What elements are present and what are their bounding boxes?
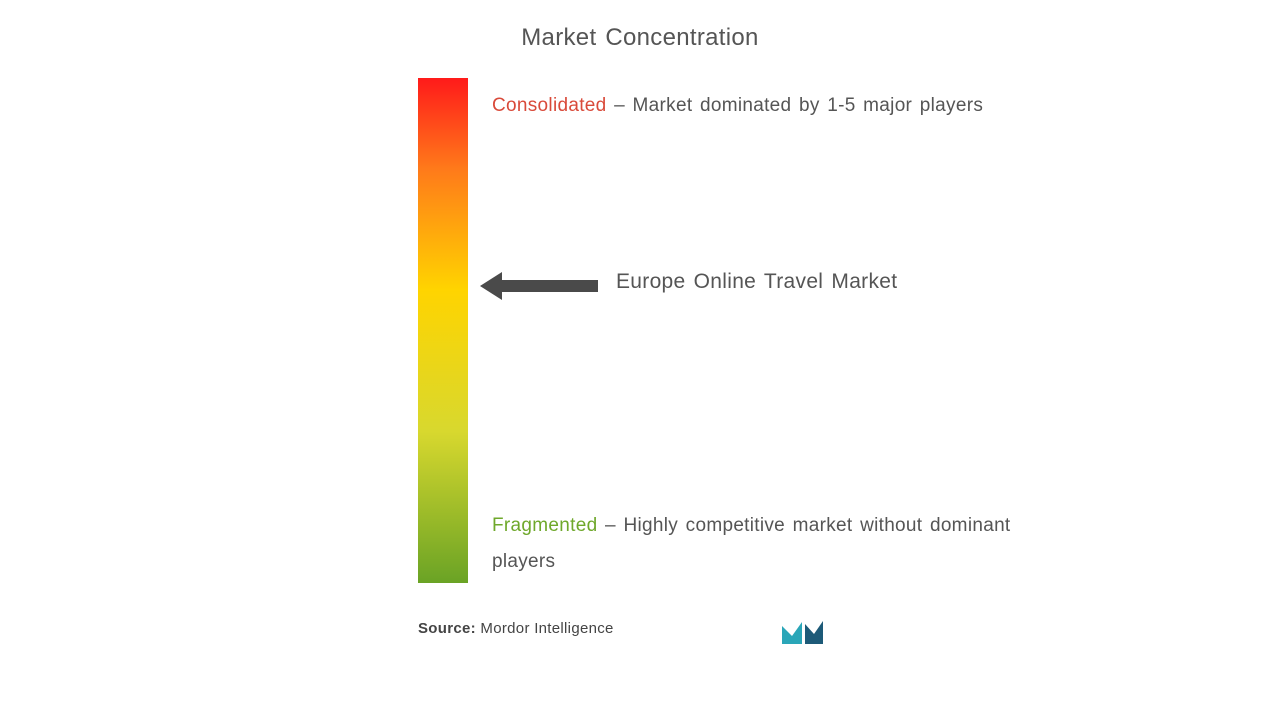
mordor-logo-icon (780, 618, 826, 646)
market-position-label: Europe Online Travel Market (616, 270, 897, 294)
source-name: Mordor Intelligence (480, 620, 613, 637)
fragmented-description: Fragmented – Highly competitive market w… (492, 508, 1012, 580)
concentration-gradient-bar (418, 78, 468, 583)
consolidated-description: Consolidated – Market dominated by 1-5 m… (492, 88, 992, 124)
fragmented-label: Fragmented (492, 515, 597, 536)
consolidated-text: – Market dominated by 1-5 major players (607, 95, 984, 116)
source-attribution: Source: Mordor Intelligence (418, 620, 614, 637)
arrow-head-icon (480, 272, 502, 300)
marker-arrow-icon (480, 272, 598, 300)
source-prefix: Source: (418, 620, 476, 637)
arrow-shaft-icon (500, 280, 598, 292)
page-title: Market Concentration (0, 24, 1280, 52)
consolidated-label: Consolidated (492, 95, 607, 116)
